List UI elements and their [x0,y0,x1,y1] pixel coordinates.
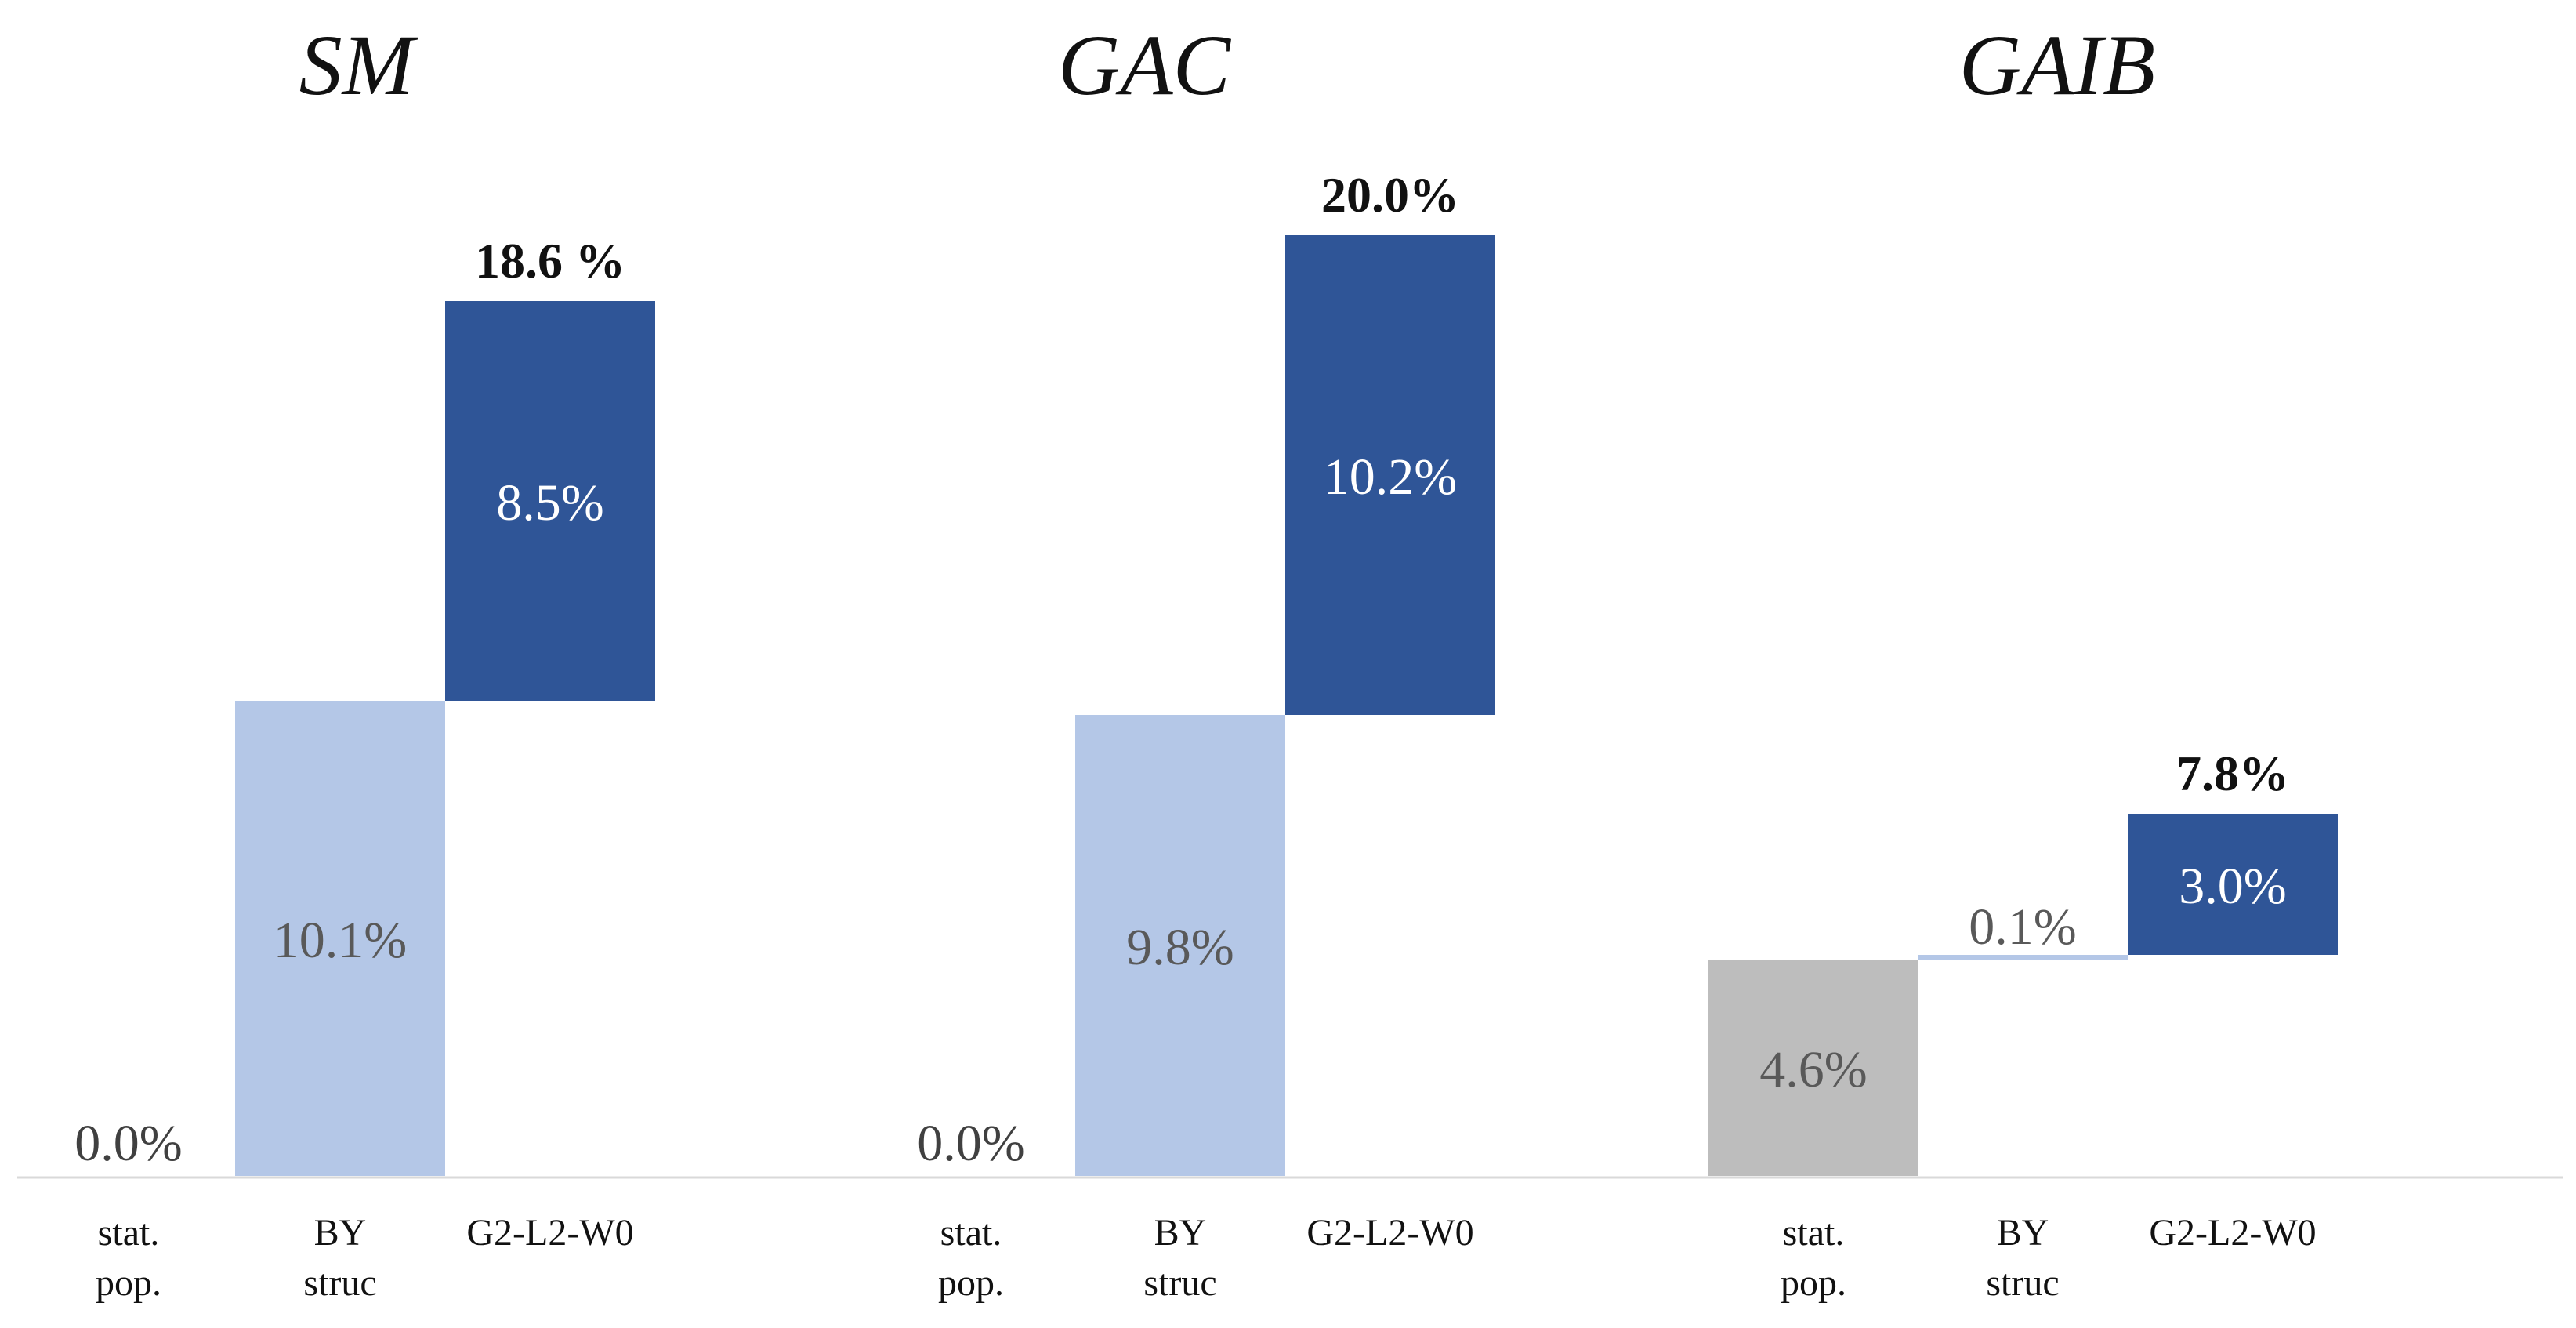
category-label: stat. [1783,1212,1845,1254]
bar-gac-1 [1075,715,1285,1176]
category-label: stat. [98,1212,160,1254]
chart-panel-gaib: GAIB 4.6% stat. pop. 0.1% BY struc 3.0% G2-L2-W0… [1708,17,2338,1304]
total-label: 18.6 % [475,233,625,288]
chart-panel-sm: SM 0.0% stat. pop. 10.1% BY struc 8.5% G2-L2-W0 1… [74,17,655,1304]
bar-value-label: 4.6% [1759,1041,1867,1098]
bar-gac-2 [1285,235,1495,715]
category-label: G2-L2-W0 [466,1212,633,1254]
bar-gaib-2 [2128,814,2338,955]
bar-value-label: 10.1% [274,912,407,969]
category-label: struc [1143,1262,1216,1304]
category-label: stat. [940,1212,1002,1254]
total-label: 7.8% [2176,746,2289,801]
bar-value-label: 3.0% [2179,858,2286,915]
category-label: BY [314,1212,367,1254]
bar-value-label: 0.0% [74,1115,182,1172]
panel-title: SM [299,17,418,113]
bar-value-label: 0.1% [1969,898,2076,956]
category-label: BY [1997,1212,2049,1254]
category-label: G2-L2-W0 [1306,1212,1473,1254]
bar-value-label: 10.2% [1324,448,1457,506]
total-label: 20.0% [1321,167,1459,223]
category-label: BY [1154,1212,1207,1254]
category-label: G2-L2-W0 [2149,1212,2316,1254]
bar-value-label: 8.5% [496,474,603,532]
bar-gaib-1 [1918,955,2128,960]
bar-sm-2 [445,301,655,701]
category-label: pop. [96,1262,161,1304]
category-label: pop. [938,1262,1004,1304]
bar-gaib-0 [1708,960,1918,1176]
bar-value-label: 0.0% [917,1115,1024,1172]
category-label: pop. [1781,1262,1846,1304]
category-label: struc [303,1262,376,1304]
panel-title: GAIB [1959,17,2155,113]
category-label: struc [1986,1262,2059,1304]
bar-sm-1 [235,701,445,1176]
panel-title: GAC [1058,17,1232,113]
chart-panel-gac: GAC 0.0% stat. pop. 9.8% BY struc 10.2% G2-L2-W0… [917,17,1495,1304]
bar-value-label: 9.8% [1126,919,1234,976]
